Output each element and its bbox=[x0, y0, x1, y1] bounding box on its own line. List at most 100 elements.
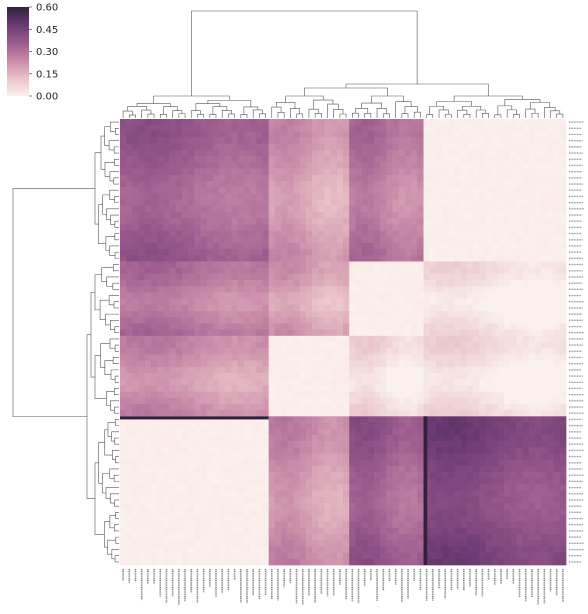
heatmap-cell bbox=[188, 211, 195, 219]
heatmap-cell bbox=[157, 410, 164, 417]
heatmap-cell bbox=[243, 422, 251, 430]
heatmap-cell bbox=[312, 490, 319, 498]
heatmap-cell bbox=[367, 119, 375, 126]
heatmap-cell bbox=[504, 360, 511, 368]
heatmap-cell bbox=[281, 416, 288, 423]
heatmap-cell bbox=[522, 496, 530, 504]
heatmap-cell bbox=[373, 348, 381, 355]
heatmap-cell bbox=[442, 162, 449, 169]
heatmap-cell bbox=[491, 323, 499, 330]
heatmap-cell bbox=[157, 484, 164, 492]
heatmap-cell bbox=[448, 484, 455, 492]
heatmap-cell bbox=[324, 521, 331, 529]
heatmap-cell bbox=[398, 434, 406, 442]
heatmap-cell bbox=[559, 149, 567, 157]
heatmap-cell bbox=[299, 230, 307, 238]
heatmap-cell bbox=[324, 317, 331, 324]
heatmap-cell bbox=[516, 249, 523, 256]
heatmap-cell bbox=[528, 403, 536, 411]
heatmap-cell bbox=[485, 304, 493, 312]
heatmap-cell bbox=[206, 218, 214, 225]
heatmap-cell bbox=[312, 218, 319, 225]
heatmap-cell bbox=[398, 193, 406, 200]
heatmap-cell bbox=[318, 478, 325, 485]
heatmap-cell bbox=[497, 379, 505, 386]
heatmap-cell bbox=[305, 441, 313, 448]
heatmap-cell bbox=[454, 199, 462, 207]
heatmap-cell bbox=[460, 156, 468, 163]
heatmap-cell bbox=[541, 379, 548, 386]
heatmap-cell bbox=[392, 261, 400, 269]
heatmap-cell bbox=[150, 317, 158, 324]
heatmap-cell bbox=[522, 434, 530, 442]
heatmap-cell bbox=[404, 335, 412, 343]
heatmap-cell bbox=[169, 162, 177, 169]
heatmap-cell bbox=[132, 261, 139, 269]
heatmap-cell bbox=[144, 385, 152, 392]
heatmap-cell bbox=[491, 372, 499, 380]
heatmap-cell bbox=[553, 211, 561, 219]
heatmap-cell bbox=[206, 348, 214, 355]
heatmap-cell bbox=[417, 397, 424, 405]
heatmap-cell bbox=[373, 143, 381, 151]
heatmap-cell bbox=[120, 422, 127, 430]
heatmap-cell bbox=[274, 342, 282, 349]
heatmap-cell bbox=[497, 410, 505, 417]
heatmap-cell bbox=[157, 496, 164, 504]
heatmap-cell bbox=[219, 236, 226, 244]
heatmap-cell bbox=[318, 521, 325, 529]
heatmap-cell bbox=[411, 224, 418, 231]
heatmap-cell bbox=[120, 503, 127, 510]
heatmap-cell bbox=[293, 422, 300, 430]
heatmap-cell bbox=[454, 261, 462, 269]
heatmap-cell bbox=[510, 329, 517, 337]
heatmap-cell bbox=[225, 168, 232, 176]
heatmap-cell bbox=[454, 329, 462, 337]
heatmap-cell bbox=[200, 273, 208, 281]
heatmap-cell bbox=[522, 261, 530, 269]
heatmap-cell bbox=[504, 484, 511, 492]
heatmap-cell bbox=[287, 521, 294, 529]
heatmap-cell bbox=[380, 211, 387, 219]
heatmap-cell bbox=[504, 428, 511, 436]
heatmap-cell bbox=[343, 391, 350, 399]
heatmap-cell bbox=[547, 131, 554, 138]
heatmap-cell bbox=[454, 267, 462, 275]
heatmap-cell bbox=[349, 397, 356, 405]
heatmap-cell bbox=[448, 323, 455, 330]
heatmap-cell bbox=[157, 304, 164, 312]
heatmap-cell bbox=[423, 180, 431, 188]
heatmap-cell bbox=[150, 515, 158, 522]
heatmap-cell bbox=[157, 509, 164, 516]
heatmap-cell bbox=[181, 329, 189, 337]
heatmap-cell bbox=[355, 242, 362, 250]
heatmap-cell bbox=[181, 459, 189, 467]
heatmap-cell bbox=[535, 422, 542, 430]
heatmap-cell bbox=[318, 434, 325, 442]
heatmap-cell bbox=[442, 174, 449, 182]
heatmap-cell bbox=[535, 255, 542, 262]
heatmap-cell bbox=[324, 187, 331, 194]
heatmap-cell bbox=[473, 125, 480, 132]
heatmap-cell bbox=[466, 156, 474, 163]
heatmap-cell bbox=[120, 311, 127, 318]
dendrogram-link bbox=[104, 162, 115, 177]
heatmap-cell bbox=[547, 311, 554, 318]
heatmap-cell bbox=[219, 125, 226, 132]
heatmap-cell bbox=[281, 360, 288, 368]
heatmap-cell bbox=[243, 397, 251, 405]
heatmap-cell bbox=[150, 180, 158, 188]
heatmap-cell bbox=[188, 230, 195, 238]
heatmap-cell bbox=[429, 131, 437, 138]
heatmap-cell bbox=[138, 323, 146, 330]
heatmap-cell bbox=[212, 261, 220, 269]
dendrogram-link bbox=[110, 400, 119, 411]
heatmap-cell bbox=[361, 131, 369, 138]
heatmap-cell bbox=[262, 434, 270, 442]
heatmap-cell bbox=[281, 298, 288, 306]
heatmap-cell bbox=[504, 509, 511, 516]
heatmap-cell bbox=[553, 255, 561, 262]
heatmap-cell bbox=[126, 354, 133, 361]
heatmap-cell bbox=[392, 527, 400, 535]
heatmap-cell bbox=[380, 441, 387, 448]
